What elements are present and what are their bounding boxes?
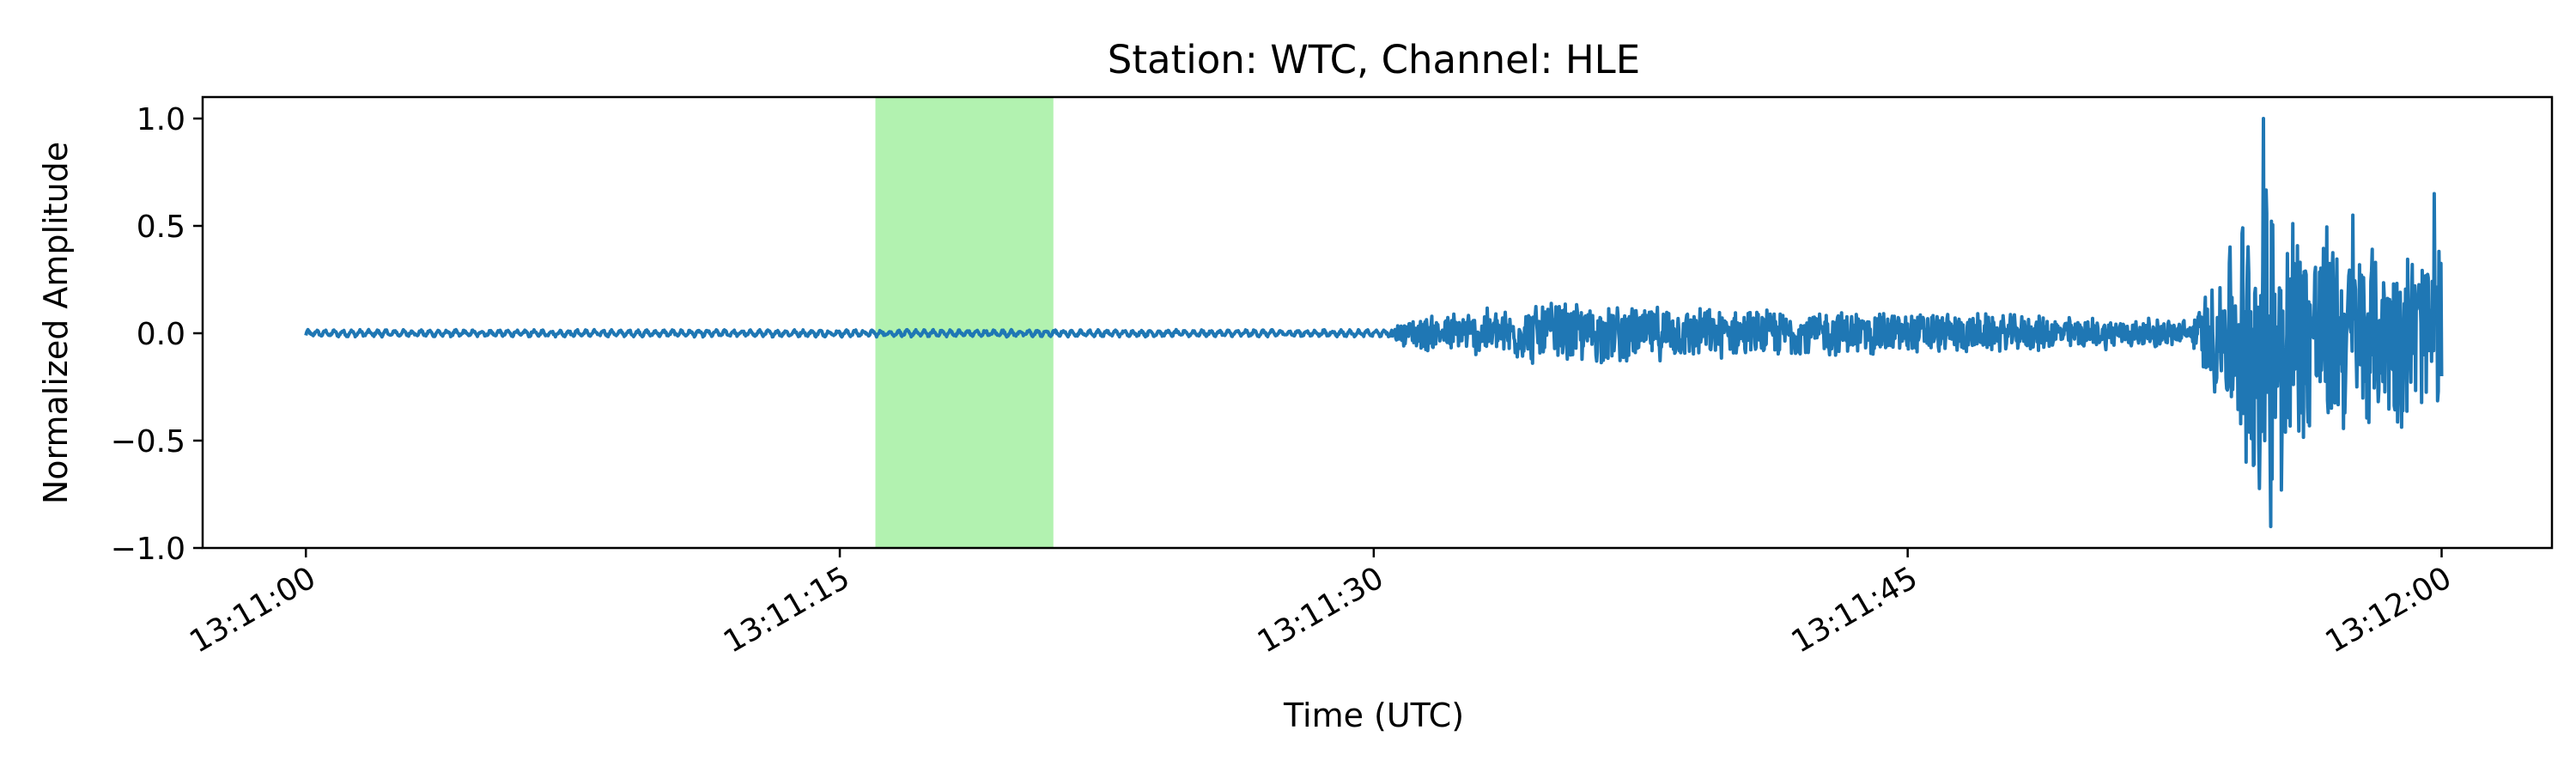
y-tick-label: −1.0	[111, 532, 185, 567]
y-tick-label: −0.5	[111, 424, 185, 460]
chart-title: Station: WTC, Channel: HLE	[1108, 37, 1640, 82]
plot-frame	[201, 95, 2554, 550]
series-line	[304, 117, 2444, 528]
y-axis-label: Normalized Amplitude	[37, 142, 75, 504]
x-axis-label: Time (UTC)	[1283, 697, 1464, 734]
highlight-window	[875, 97, 1054, 548]
y-tick-label: 1.0	[137, 102, 185, 137]
y-tick-label: 0.0	[137, 317, 185, 352]
y-tick-label: 0.5	[137, 210, 185, 245]
